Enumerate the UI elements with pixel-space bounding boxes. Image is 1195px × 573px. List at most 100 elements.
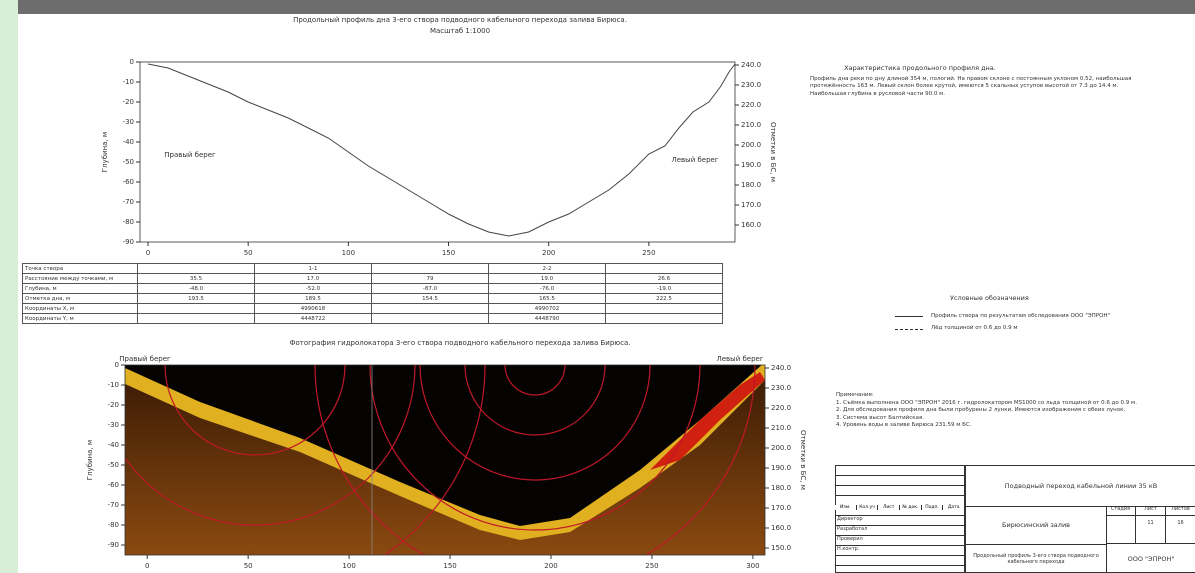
legend-swatch (895, 329, 923, 330)
y-tick-label: -30 (123, 118, 134, 126)
y2-tick-label: 230.0 (771, 384, 791, 392)
y-tick-label: -80 (123, 218, 134, 226)
x-tick-label: 300 (746, 562, 759, 570)
stamp-value: 11 (1136, 516, 1166, 544)
y2-tick-label: 210.0 (771, 424, 791, 432)
x-tick-label: 250 (645, 562, 658, 570)
table-cell (138, 264, 255, 274)
y-axis-label: Глубина, м (86, 440, 94, 480)
y2-tick-label: 170.0 (741, 201, 761, 209)
stamp-header: Стадия (1106, 506, 1136, 516)
stamp-role: Н.контр. (837, 546, 859, 552)
y2-tick-label: 160.0 (771, 524, 791, 532)
y2-tick-label: 240.0 (741, 61, 761, 69)
table-cell (606, 264, 723, 274)
y-tick-label: -90 (123, 238, 134, 246)
stamp-column: № док. (900, 505, 922, 510)
table-cell (606, 304, 723, 314)
x-tick-label: 100 (342, 562, 355, 570)
note: 2. Для обследования профиля дна были про… (836, 407, 1191, 414)
x-tick-label: 150 (442, 249, 455, 257)
notes-title: Примечания: (836, 392, 874, 399)
y-tick-label: -20 (108, 401, 119, 409)
table-cell (138, 304, 255, 314)
legend: Профиль створа по результатам обследован… (895, 313, 1195, 338)
characteristics-title: Характеристика продольного профиля дна. (785, 64, 1055, 73)
table-cell: 19.0 (489, 274, 606, 284)
note: 4. Уровень воды в заливе Бирюса 231.59 м… (836, 422, 1191, 429)
table-cell (372, 264, 489, 274)
sonar-image (25, 135, 765, 573)
y-tick-label: -10 (123, 78, 134, 86)
y2-tick-label: 160.0 (741, 221, 761, 229)
table-cell: 154.5 (372, 294, 489, 304)
table-cell: 165.5 (489, 294, 606, 304)
y2-tick-label: 200.0 (741, 141, 761, 149)
stamp-value: 16 (1166, 516, 1195, 544)
table-cell: Точка створа (23, 264, 138, 274)
profile-line (148, 64, 735, 236)
table-cell: -76.0 (489, 284, 606, 294)
stamp-column: Кол.уч (857, 505, 879, 510)
y2-tick-label: 170.0 (771, 504, 791, 512)
y-axis-label: Глубина, м (101, 132, 109, 172)
x-tick-label: 200 (542, 249, 555, 257)
y2-tick-label: 220.0 (771, 404, 791, 412)
stamp-header: Листов (1166, 506, 1195, 516)
y-tick-label: -60 (123, 178, 134, 186)
table-cell: 26.6 (606, 274, 723, 284)
y2-tick-label: 180.0 (741, 181, 761, 189)
legend-item: Лёд толщиной от 0.6 до 0.9 м (895, 325, 1195, 332)
table-cell: 35.5 (138, 274, 255, 284)
table-cell: 4990702 (489, 304, 606, 314)
stamp-company: ООО "ЭПРОН" (1106, 544, 1195, 573)
table-cell: 193.5 (138, 294, 255, 304)
y-tick-label: -50 (108, 461, 119, 469)
table-cell (372, 304, 489, 314)
chart-title: Фотография гидролокатора 3-его створа по… (289, 339, 630, 347)
y-tick-label: 0 (130, 58, 134, 66)
left-strip (0, 0, 18, 573)
note: 3. Система высот Балтийская. (836, 415, 1191, 422)
table-cell: 79 (372, 274, 489, 284)
table-cell (372, 314, 489, 324)
y2-axis-label: Отметки в БС, м (769, 122, 777, 182)
table-cell: Координаты X, м (23, 304, 138, 314)
table-cell: 4448722 (255, 314, 372, 324)
y-tick-label: -40 (123, 138, 134, 146)
y-tick-label: -50 (123, 158, 134, 166)
stamp-role: Проверил (837, 536, 863, 542)
stamp-column: Подп. (922, 505, 944, 510)
y-tick-label: -80 (108, 521, 119, 529)
legend-label: Профиль створа по результатам обследован… (931, 313, 1110, 320)
stamp-column: Изм. (835, 505, 857, 510)
table-cell (606, 314, 723, 324)
table-cell: Глубина, м (23, 284, 138, 294)
x-tick-label: 200 (544, 562, 557, 570)
photo-strip (0, 0, 1195, 14)
y2-tick-label: 230.0 (741, 81, 761, 89)
table-cell: Отметка дна, м (23, 294, 138, 304)
y2-tick-label: 240.0 (771, 364, 791, 372)
y-tick-label: -30 (108, 421, 119, 429)
chart-subtitle: Масштаб 1:1000 (430, 27, 490, 35)
stamp-column: Лист (878, 505, 900, 510)
table-cell: 189.5 (255, 294, 372, 304)
x-tick-label: 250 (642, 249, 655, 257)
table-cell: -48.0 (138, 284, 255, 294)
table-cell: 4448790 (489, 314, 606, 324)
y-tick-label: -90 (108, 541, 119, 549)
stamp-value (1106, 516, 1136, 544)
table-cell: -52.0 (255, 284, 372, 294)
table-cell: -19.0 (606, 284, 723, 294)
characteristics-text: Профиль дна реки по дну длиной 354 м, по… (810, 76, 1140, 98)
legend-title: Условные обозначения (950, 294, 1029, 303)
table-cell: 1-1 (255, 264, 372, 274)
stamp-header: Лист (1136, 506, 1166, 516)
